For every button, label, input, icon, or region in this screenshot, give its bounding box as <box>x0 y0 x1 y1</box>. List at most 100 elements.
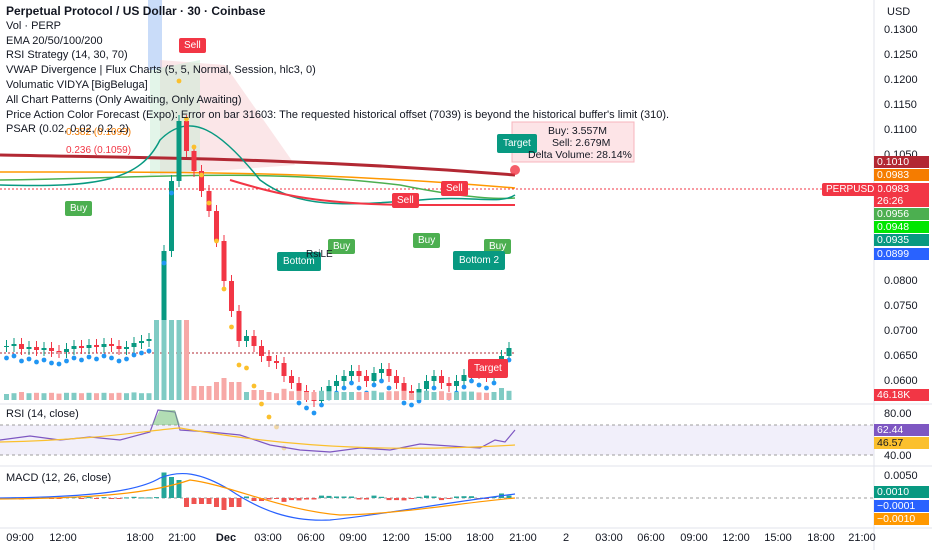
macd-hist-bar <box>266 498 272 500</box>
volume-bar <box>64 392 69 400</box>
ema-200-line <box>0 153 516 177</box>
candle <box>34 347 39 350</box>
indicator-forecast[interactable]: Price Action Color Forecast (Expo): Erro… <box>6 108 670 121</box>
indicator-vidya[interactable]: Volumatic VIDYA [BigBeluga] <box>6 78 148 91</box>
rsi-ma-value: 46.57 <box>874 437 929 449</box>
indicator-patterns[interactable]: All Chart Patterns (Only Awaiting, Only … <box>6 93 242 106</box>
macd-hist-bar <box>191 498 197 504</box>
psar-dot <box>409 402 414 408</box>
macd-hist-bar <box>341 496 347 498</box>
psar-dot <box>11 353 17 359</box>
volume-bar <box>319 390 324 400</box>
macd-hist-bar <box>161 472 167 498</box>
candle <box>409 391 414 393</box>
macd-value: −0.0001 <box>874 500 929 512</box>
psar-dot <box>64 358 69 364</box>
macd-hist-bar <box>311 498 317 500</box>
candle <box>221 241 227 281</box>
volume-bar <box>191 386 197 400</box>
indicator-legend: Perpetual Protocol / US Dollar · 30 · Co… <box>6 4 669 137</box>
psar-dot <box>71 355 77 361</box>
volume-bar <box>326 391 332 400</box>
candle <box>416 389 422 393</box>
macd-hist-bar <box>401 498 407 501</box>
time-tick: 12:00 <box>49 532 77 544</box>
candle <box>11 344 17 346</box>
psar-dot <box>26 356 32 362</box>
macd-hist-bar <box>116 498 122 499</box>
rsi-overbought-fill <box>152 410 180 425</box>
psar-dot <box>386 385 392 391</box>
volume-bar <box>401 390 407 400</box>
candle <box>41 348 47 350</box>
psar-dot <box>356 385 362 391</box>
macd-hist-bar <box>131 496 137 498</box>
macd-hist-bar <box>364 498 369 500</box>
volume-bars <box>4 320 512 400</box>
volume-bar <box>199 386 204 400</box>
psar-dot <box>86 354 92 360</box>
time-tick: 12:00 <box>722 532 750 544</box>
currency-label: USD <box>887 6 911 18</box>
psar-dot <box>19 358 24 364</box>
candle <box>506 348 512 356</box>
indicator-vwap[interactable]: VWAP Divergence | Flux Charts (5, 5, Nor… <box>6 64 316 77</box>
volume-bar <box>49 392 54 400</box>
volume-bar <box>86 392 92 400</box>
volume-bar <box>289 391 294 400</box>
ema-100-line <box>0 171 516 189</box>
psar-dot <box>184 116 189 122</box>
candle <box>281 363 287 376</box>
macd-hist-bar <box>394 498 399 501</box>
price-badge: 0.0899 <box>874 248 929 260</box>
rsi-band <box>0 425 874 455</box>
volume-bar <box>139 393 144 400</box>
psar-dot <box>176 78 182 84</box>
macd-label[interactable]: MACD (12, 26, close) <box>6 472 112 484</box>
candle <box>334 381 339 386</box>
psar-dot <box>146 348 152 354</box>
volume-sell-text: Sell: 2.679M <box>552 137 611 149</box>
candle <box>184 121 189 151</box>
volume-bar <box>176 320 182 400</box>
indicator-vol[interactable]: Vol · PERP <box>6 19 62 32</box>
macd-hist-bar <box>236 498 242 507</box>
time-tick: 09:00 <box>680 532 708 544</box>
candle <box>71 346 77 349</box>
candle <box>131 343 137 347</box>
psar-dot <box>296 400 302 406</box>
volume-bar <box>476 392 482 400</box>
time-tick: 06:00 <box>637 532 665 544</box>
psar-dot <box>341 385 347 391</box>
volume-bar <box>94 393 99 400</box>
volume-bar <box>101 392 107 400</box>
volume-bar <box>131 392 137 400</box>
price-tick: 0.1100 <box>884 124 917 136</box>
volume-bar <box>206 386 212 400</box>
rsi-label[interactable]: RSI (14, close) <box>6 408 79 420</box>
vidya-line <box>229 179 515 206</box>
macd-hist-bar <box>416 496 422 498</box>
psar-dot <box>379 378 384 384</box>
psar-dot <box>461 384 467 390</box>
macd-hist-bar <box>334 496 339 498</box>
candle <box>364 376 369 381</box>
indicator-psar[interactable]: PSAR (0.02, 0.02, 0.2, 2) <box>6 123 129 136</box>
indicator-ema[interactable]: EMA 20/50/100/200 <box>6 34 103 47</box>
rsi-ma-line <box>0 427 516 449</box>
indicator-rsi-strategy[interactable]: RSI Strategy (14, 30, 70) <box>6 49 128 62</box>
time-tick: 15:00 <box>424 532 452 544</box>
volume-bar <box>499 388 504 400</box>
macd-hist-bar <box>176 480 182 498</box>
volume-bar <box>251 390 257 400</box>
psar-dot <box>4 355 9 361</box>
candle <box>266 356 272 361</box>
candle <box>4 346 9 347</box>
candle <box>371 373 377 381</box>
candle <box>439 376 444 383</box>
candle <box>56 351 62 352</box>
macd-hist-bar <box>289 498 294 501</box>
time-tick: 18:00 <box>807 532 835 544</box>
psar-dot <box>34 359 39 365</box>
